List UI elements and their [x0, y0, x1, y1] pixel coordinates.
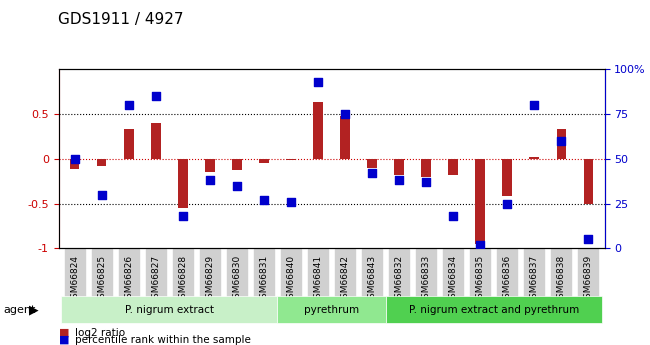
Point — [259, 197, 269, 203]
Point — [394, 177, 404, 183]
Bar — [421, 159, 431, 177]
Point — [529, 102, 539, 108]
Bar — [367, 159, 377, 168]
Text: GDS1911 / 4927: GDS1911 / 4927 — [58, 12, 184, 27]
FancyBboxPatch shape — [61, 296, 278, 323]
Text: P. nigrum extract: P. nigrum extract — [125, 305, 214, 315]
Point — [340, 111, 350, 117]
Point — [583, 237, 593, 242]
Point — [367, 170, 377, 176]
Bar — [475, 159, 485, 244]
Text: percentile rank within the sample: percentile rank within the sample — [75, 335, 251, 345]
Bar — [313, 102, 322, 159]
Point — [286, 199, 296, 205]
Point — [556, 138, 566, 144]
Point — [421, 179, 432, 185]
Text: log2 ratio: log2 ratio — [75, 328, 125, 338]
Bar — [584, 159, 593, 204]
Bar — [97, 159, 107, 166]
Point — [70, 156, 80, 161]
Bar — [259, 159, 268, 163]
Text: pyrethrum: pyrethrum — [304, 305, 359, 315]
Bar — [448, 159, 458, 175]
Point — [448, 213, 458, 219]
Bar — [151, 123, 161, 159]
FancyBboxPatch shape — [385, 296, 602, 323]
Bar — [70, 159, 79, 169]
Bar — [502, 159, 512, 196]
Bar — [124, 129, 133, 159]
Point — [475, 242, 486, 248]
Text: agent: agent — [3, 305, 36, 315]
Point — [205, 177, 215, 183]
Text: ■: ■ — [58, 335, 69, 345]
Text: P. nigrum extract and pyrethrum: P. nigrum extract and pyrethrum — [409, 305, 578, 315]
Point — [177, 213, 188, 219]
Text: ▶: ▶ — [29, 303, 39, 316]
Bar — [530, 157, 539, 159]
Point — [231, 183, 242, 188]
Bar — [205, 159, 214, 172]
Bar — [232, 159, 242, 170]
Bar — [286, 159, 296, 160]
FancyBboxPatch shape — [278, 296, 385, 323]
Point — [151, 93, 161, 99]
Point — [502, 201, 512, 206]
Point — [313, 79, 323, 84]
Bar — [556, 129, 566, 159]
Point — [97, 192, 107, 197]
Bar — [178, 159, 188, 208]
Bar — [395, 159, 404, 175]
Point — [124, 102, 134, 108]
Bar — [341, 116, 350, 159]
Text: ■: ■ — [58, 328, 69, 338]
